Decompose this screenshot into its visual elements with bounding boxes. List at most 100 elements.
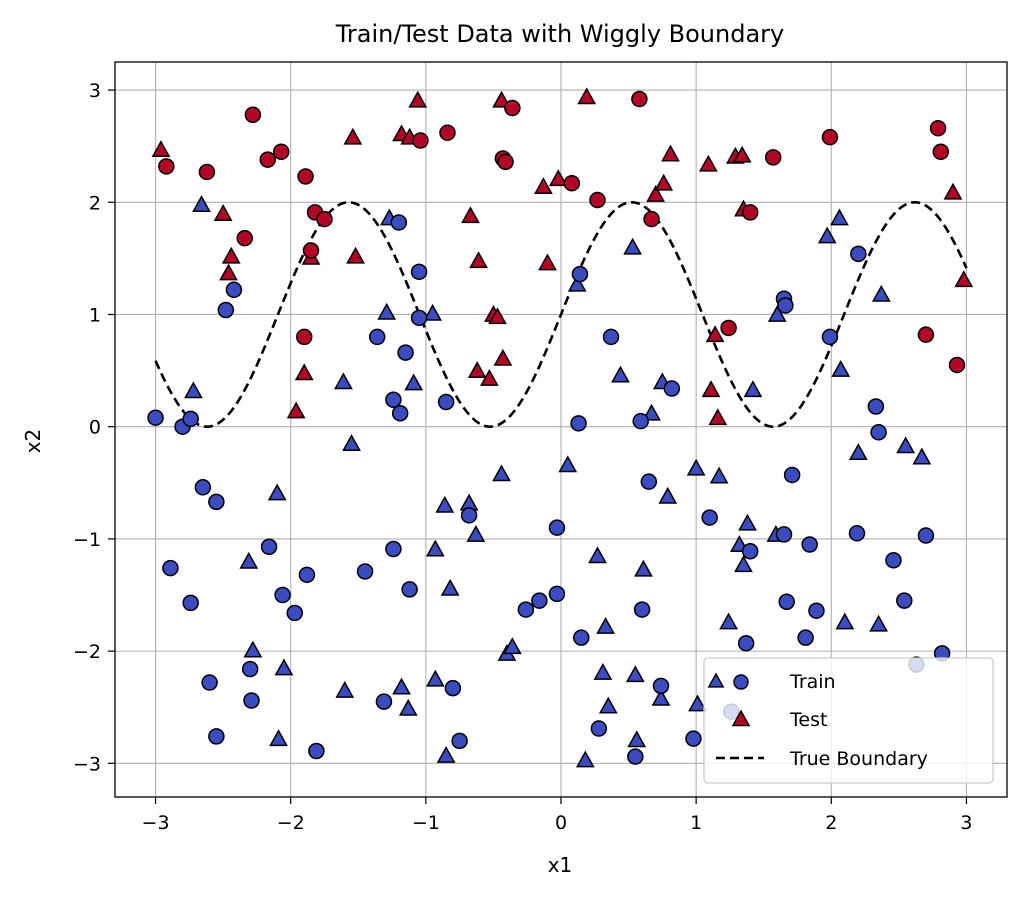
train-point <box>410 309 428 327</box>
train-point <box>217 301 235 319</box>
test-point <box>577 87 597 105</box>
train-point <box>198 163 216 181</box>
test-point <box>267 483 287 501</box>
train-point <box>182 594 199 612</box>
test-point <box>335 680 355 698</box>
test-point <box>817 226 837 244</box>
test-point <box>708 408 728 426</box>
legend-test-marker <box>731 709 751 727</box>
test-point <box>848 443 868 460</box>
train-point <box>652 677 670 695</box>
legend: Train Test True Boundary <box>703 657 994 784</box>
test-point <box>575 750 595 768</box>
train-point <box>208 728 225 745</box>
test-point <box>343 127 363 145</box>
train-point <box>439 124 456 141</box>
train-point <box>797 629 814 646</box>
train-point <box>808 602 825 619</box>
y-tick-label: −3 <box>73 753 101 775</box>
test-point <box>488 307 507 325</box>
train-point <box>741 204 759 221</box>
train-point <box>497 153 514 171</box>
train-point <box>297 168 314 185</box>
legend-box <box>703 657 994 784</box>
test-point <box>346 246 365 264</box>
train-point <box>298 566 316 584</box>
train-point <box>821 328 839 346</box>
train-point <box>162 559 179 577</box>
train-point <box>259 151 276 168</box>
test-point <box>869 614 888 632</box>
train-point <box>573 629 590 646</box>
train-point <box>147 409 164 426</box>
x-axis-label: x1 <box>548 853 573 877</box>
x-tick-label: 0 <box>555 812 567 834</box>
train-point <box>801 536 818 553</box>
test-point <box>294 363 314 381</box>
test-point <box>567 274 587 292</box>
test-point <box>493 348 513 366</box>
y-tick-label: 3 <box>89 80 101 102</box>
test-point <box>436 746 456 763</box>
test-point <box>469 251 488 269</box>
train-point <box>272 143 290 161</box>
test-point <box>611 365 630 383</box>
test-point <box>705 325 725 343</box>
train-point <box>286 604 304 622</box>
train-point <box>548 585 566 603</box>
test-point <box>425 539 445 557</box>
test-point <box>213 204 233 221</box>
train-point <box>437 393 455 411</box>
y-tick-label: −1 <box>73 529 101 551</box>
train-point <box>821 128 839 146</box>
test-point <box>627 730 647 748</box>
test-point <box>598 696 618 714</box>
test-point <box>767 305 787 322</box>
train-point <box>391 404 409 422</box>
test-point <box>425 669 445 687</box>
train-point <box>932 143 950 161</box>
test-point <box>269 729 288 747</box>
test-point <box>534 177 553 195</box>
test-point <box>651 688 671 706</box>
x-tick-label: 2 <box>825 812 837 834</box>
test-point <box>467 361 487 379</box>
train-point <box>741 543 759 560</box>
train-point <box>302 242 320 259</box>
test-point <box>596 617 615 634</box>
x-tick-label: −1 <box>412 812 440 834</box>
test-point <box>701 380 721 398</box>
test-point <box>184 381 203 399</box>
test-point <box>625 665 645 683</box>
test-point <box>492 90 511 108</box>
grid-lines <box>115 62 1007 797</box>
test-point <box>734 555 753 573</box>
test-point <box>377 302 397 320</box>
train-point <box>602 328 620 346</box>
train-point <box>244 106 262 123</box>
train-point <box>243 692 260 709</box>
test-point <box>943 182 963 200</box>
train-point <box>260 538 278 556</box>
test-point <box>588 546 607 564</box>
test-point <box>461 206 480 224</box>
train-point <box>663 380 681 397</box>
x-tick-label: −3 <box>142 812 170 834</box>
train-point <box>460 507 478 524</box>
legend-test-marker-shape <box>731 709 751 727</box>
train-point <box>194 479 212 496</box>
train-point <box>685 730 702 747</box>
test-point <box>658 486 678 504</box>
train-point <box>867 398 885 415</box>
train-point <box>633 601 651 618</box>
test-point <box>334 372 353 390</box>
test-point <box>466 524 486 542</box>
test-point <box>954 270 974 288</box>
test-point <box>423 303 442 321</box>
train-point <box>225 281 243 299</box>
train-point <box>701 509 718 526</box>
test-point <box>151 140 171 157</box>
chart-title: Train/Test Data with Wiggly Boundary <box>335 20 784 48</box>
test-point <box>221 246 241 264</box>
test-point <box>392 677 411 695</box>
